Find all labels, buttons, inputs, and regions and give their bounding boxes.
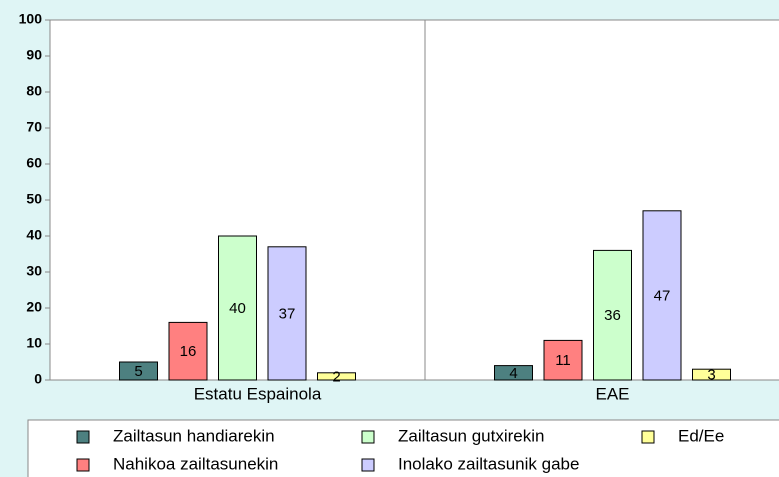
legend-swatch <box>76 458 90 472</box>
legend-swatch <box>361 430 375 444</box>
data-label: 36 <box>604 307 621 324</box>
data-label: 40 <box>229 300 246 317</box>
legend-label: Nahikoa zailtasunekin <box>113 454 278 473</box>
bar <box>494 365 533 381</box>
y-tick-label: 50 <box>26 191 42 207</box>
legend-swatch <box>361 458 375 472</box>
data-label: 2 <box>332 368 340 385</box>
y-tick-label: 90 <box>26 47 42 63</box>
data-label: 4 <box>509 365 517 382</box>
legend <box>27 419 779 477</box>
bar <box>642 210 682 381</box>
y-tick-label: 30 <box>26 263 42 279</box>
bar <box>692 368 731 381</box>
legend-label: Inolako zailtasunik gabe <box>398 454 579 473</box>
bar <box>218 235 257 381</box>
bar <box>317 372 356 381</box>
bar <box>168 321 208 381</box>
legend-swatch <box>641 430 655 444</box>
y-tick-label: 80 <box>26 83 42 99</box>
data-label: 3 <box>707 367 715 384</box>
data-label: 37 <box>279 305 296 322</box>
data-label: 11 <box>555 352 571 369</box>
y-tick-label: 60 <box>26 155 42 171</box>
data-label: 16 <box>180 343 197 360</box>
bar <box>119 361 158 381</box>
y-tick-label: 10 <box>26 335 42 351</box>
y-tick-label: 100 <box>19 11 43 27</box>
data-label: 5 <box>134 363 142 380</box>
x-tick-label: Estatu Espainola <box>194 384 322 403</box>
y-tick-label: 70 <box>26 119 42 135</box>
legend-swatch <box>76 430 90 444</box>
y-tick-label: 0 <box>34 371 42 387</box>
legend-label: Zailtasun gutxirekin <box>398 426 544 445</box>
data-label: 47 <box>654 287 671 304</box>
bar <box>267 246 307 381</box>
x-tick-label: EAE <box>595 384 629 403</box>
legend-label: Ed/Ee <box>678 426 724 445</box>
bar <box>543 339 583 381</box>
bar <box>593 249 632 381</box>
legend-label: Zailtasun handiarekin <box>113 426 275 445</box>
y-tick-label: 40 <box>26 227 42 243</box>
y-tick-label: 20 <box>26 299 42 315</box>
